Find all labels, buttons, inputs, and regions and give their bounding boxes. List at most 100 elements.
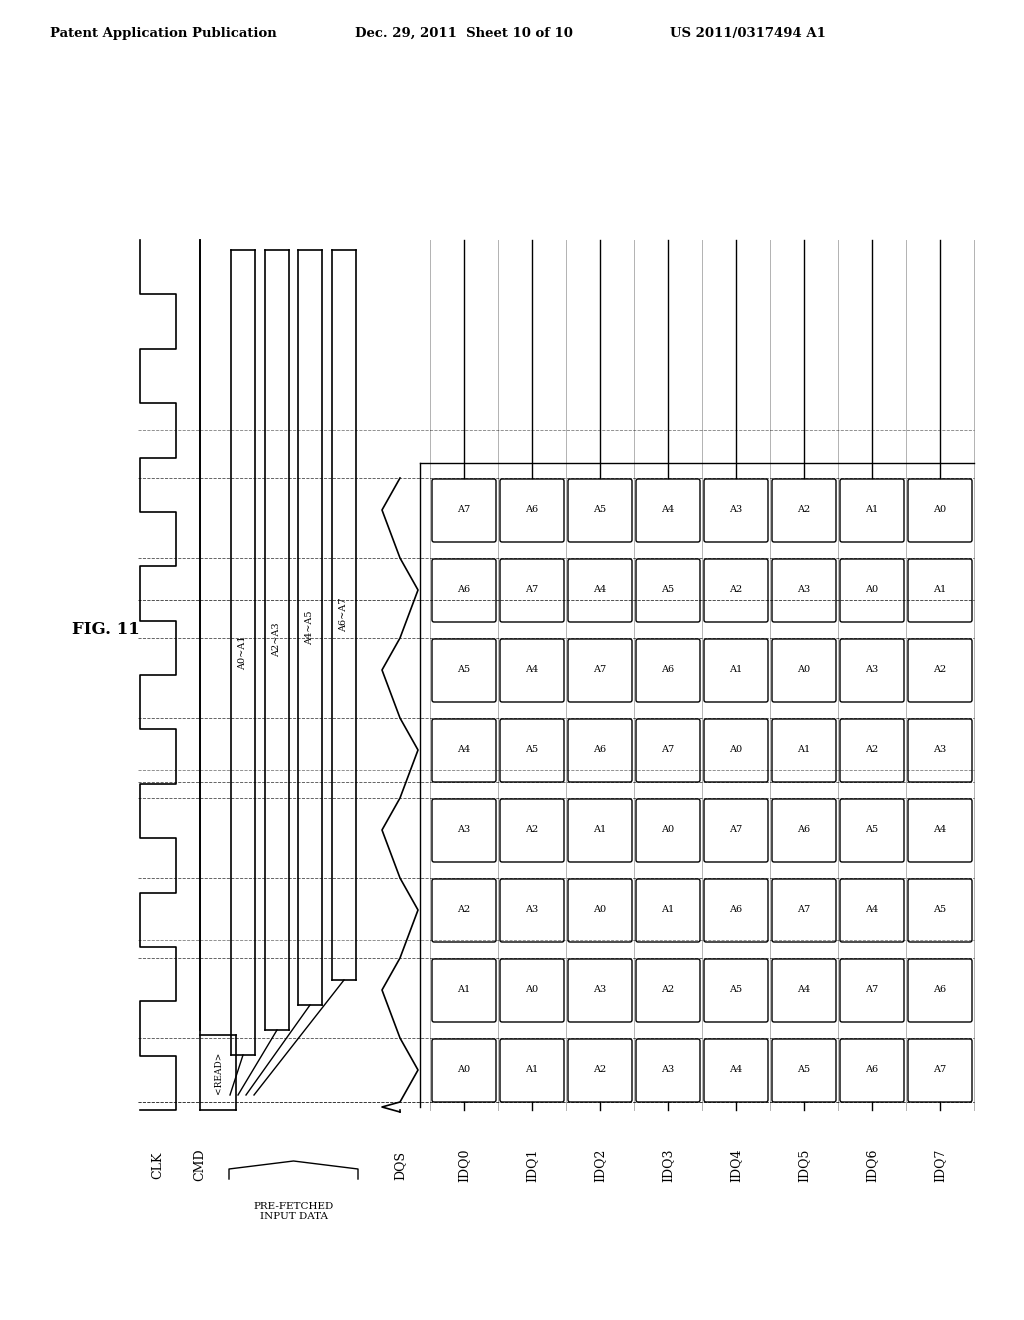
Text: PRE-FETCHED
INPUT DATA: PRE-FETCHED INPUT DATA [253, 1203, 334, 1221]
Text: A0: A0 [934, 506, 946, 515]
Text: A4: A4 [798, 986, 811, 994]
Text: A2~A3: A2~A3 [272, 623, 282, 657]
Text: A2: A2 [933, 665, 946, 675]
Text: IDQ6: IDQ6 [865, 1148, 879, 1181]
Text: A4~A5: A4~A5 [305, 610, 314, 644]
Text: Dec. 29, 2011  Sheet 10 of 10: Dec. 29, 2011 Sheet 10 of 10 [355, 26, 572, 40]
Text: A1: A1 [593, 825, 606, 834]
Text: CLK: CLK [152, 1151, 165, 1179]
FancyBboxPatch shape [636, 960, 700, 1022]
FancyBboxPatch shape [432, 639, 496, 702]
FancyBboxPatch shape [840, 799, 904, 862]
FancyBboxPatch shape [705, 719, 768, 781]
Text: A3: A3 [933, 746, 946, 755]
Text: A0: A0 [729, 746, 742, 755]
FancyBboxPatch shape [772, 1039, 836, 1102]
Text: A4: A4 [729, 1065, 742, 1074]
FancyBboxPatch shape [568, 960, 632, 1022]
Text: A7: A7 [458, 506, 471, 515]
Text: IDQ7: IDQ7 [934, 1148, 946, 1181]
Text: <READ>: <READ> [213, 1051, 222, 1094]
FancyBboxPatch shape [840, 719, 904, 781]
Text: A5: A5 [525, 746, 539, 755]
Text: CMD: CMD [194, 1148, 207, 1181]
Text: IDQ3: IDQ3 [662, 1148, 675, 1181]
Text: A0: A0 [458, 1065, 471, 1074]
Text: A4: A4 [458, 746, 471, 755]
Text: A6: A6 [458, 586, 471, 594]
Text: A6: A6 [525, 506, 539, 515]
FancyBboxPatch shape [500, 879, 564, 942]
Text: A3: A3 [798, 586, 811, 594]
FancyBboxPatch shape [500, 1039, 564, 1102]
FancyBboxPatch shape [568, 639, 632, 702]
Text: US 2011/0317494 A1: US 2011/0317494 A1 [670, 26, 826, 40]
Text: A4: A4 [593, 586, 606, 594]
FancyBboxPatch shape [705, 639, 768, 702]
FancyBboxPatch shape [772, 719, 836, 781]
FancyBboxPatch shape [432, 719, 496, 781]
Text: A6: A6 [662, 665, 675, 675]
FancyBboxPatch shape [432, 879, 496, 942]
Text: DQS: DQS [393, 1151, 407, 1180]
Text: A2: A2 [593, 1065, 606, 1074]
FancyBboxPatch shape [636, 719, 700, 781]
FancyBboxPatch shape [840, 1039, 904, 1102]
FancyBboxPatch shape [840, 479, 904, 543]
FancyBboxPatch shape [840, 558, 904, 622]
Text: A5: A5 [594, 506, 606, 515]
Text: A3: A3 [593, 986, 606, 994]
FancyBboxPatch shape [772, 960, 836, 1022]
FancyBboxPatch shape [840, 960, 904, 1022]
Text: A6: A6 [798, 825, 811, 834]
Text: A3: A3 [458, 825, 471, 834]
Text: A3: A3 [865, 665, 879, 675]
Text: IDQ0: IDQ0 [458, 1148, 470, 1181]
Text: A0: A0 [865, 586, 879, 594]
Text: FIG. 11: FIG. 11 [72, 622, 139, 639]
Text: A0: A0 [594, 906, 606, 915]
Text: A7: A7 [933, 1065, 946, 1074]
FancyBboxPatch shape [772, 879, 836, 942]
FancyBboxPatch shape [772, 479, 836, 543]
Text: A4: A4 [933, 825, 946, 834]
FancyBboxPatch shape [432, 960, 496, 1022]
Text: A6: A6 [865, 1065, 879, 1074]
Text: A1: A1 [525, 1065, 539, 1074]
Text: A7: A7 [593, 665, 606, 675]
FancyBboxPatch shape [908, 558, 972, 622]
FancyBboxPatch shape [705, 799, 768, 862]
Text: A6: A6 [934, 986, 946, 994]
Text: A1: A1 [933, 586, 946, 594]
Text: A2: A2 [865, 746, 879, 755]
FancyBboxPatch shape [908, 879, 972, 942]
Text: A5: A5 [865, 825, 879, 834]
FancyBboxPatch shape [432, 799, 496, 862]
FancyBboxPatch shape [568, 799, 632, 862]
Text: Patent Application Publication: Patent Application Publication [50, 26, 276, 40]
FancyBboxPatch shape [500, 799, 564, 862]
Text: A1: A1 [865, 506, 879, 515]
FancyBboxPatch shape [568, 1039, 632, 1102]
FancyBboxPatch shape [500, 960, 564, 1022]
FancyBboxPatch shape [636, 558, 700, 622]
Text: A3: A3 [662, 1065, 675, 1074]
Text: A5: A5 [729, 986, 742, 994]
Text: A5: A5 [662, 586, 675, 594]
FancyBboxPatch shape [432, 479, 496, 543]
Text: A1: A1 [458, 986, 471, 994]
Text: IDQ2: IDQ2 [594, 1148, 606, 1181]
Text: A4: A4 [662, 506, 675, 515]
Text: IDQ4: IDQ4 [729, 1148, 742, 1181]
Text: IDQ5: IDQ5 [798, 1148, 811, 1181]
Text: A5: A5 [458, 665, 471, 675]
Text: A5: A5 [934, 906, 946, 915]
Text: A0: A0 [525, 986, 539, 994]
FancyBboxPatch shape [500, 719, 564, 781]
FancyBboxPatch shape [840, 879, 904, 942]
FancyBboxPatch shape [568, 879, 632, 942]
Text: A6: A6 [729, 906, 742, 915]
Text: A7: A7 [865, 986, 879, 994]
Text: A4: A4 [525, 665, 539, 675]
FancyBboxPatch shape [500, 558, 564, 622]
